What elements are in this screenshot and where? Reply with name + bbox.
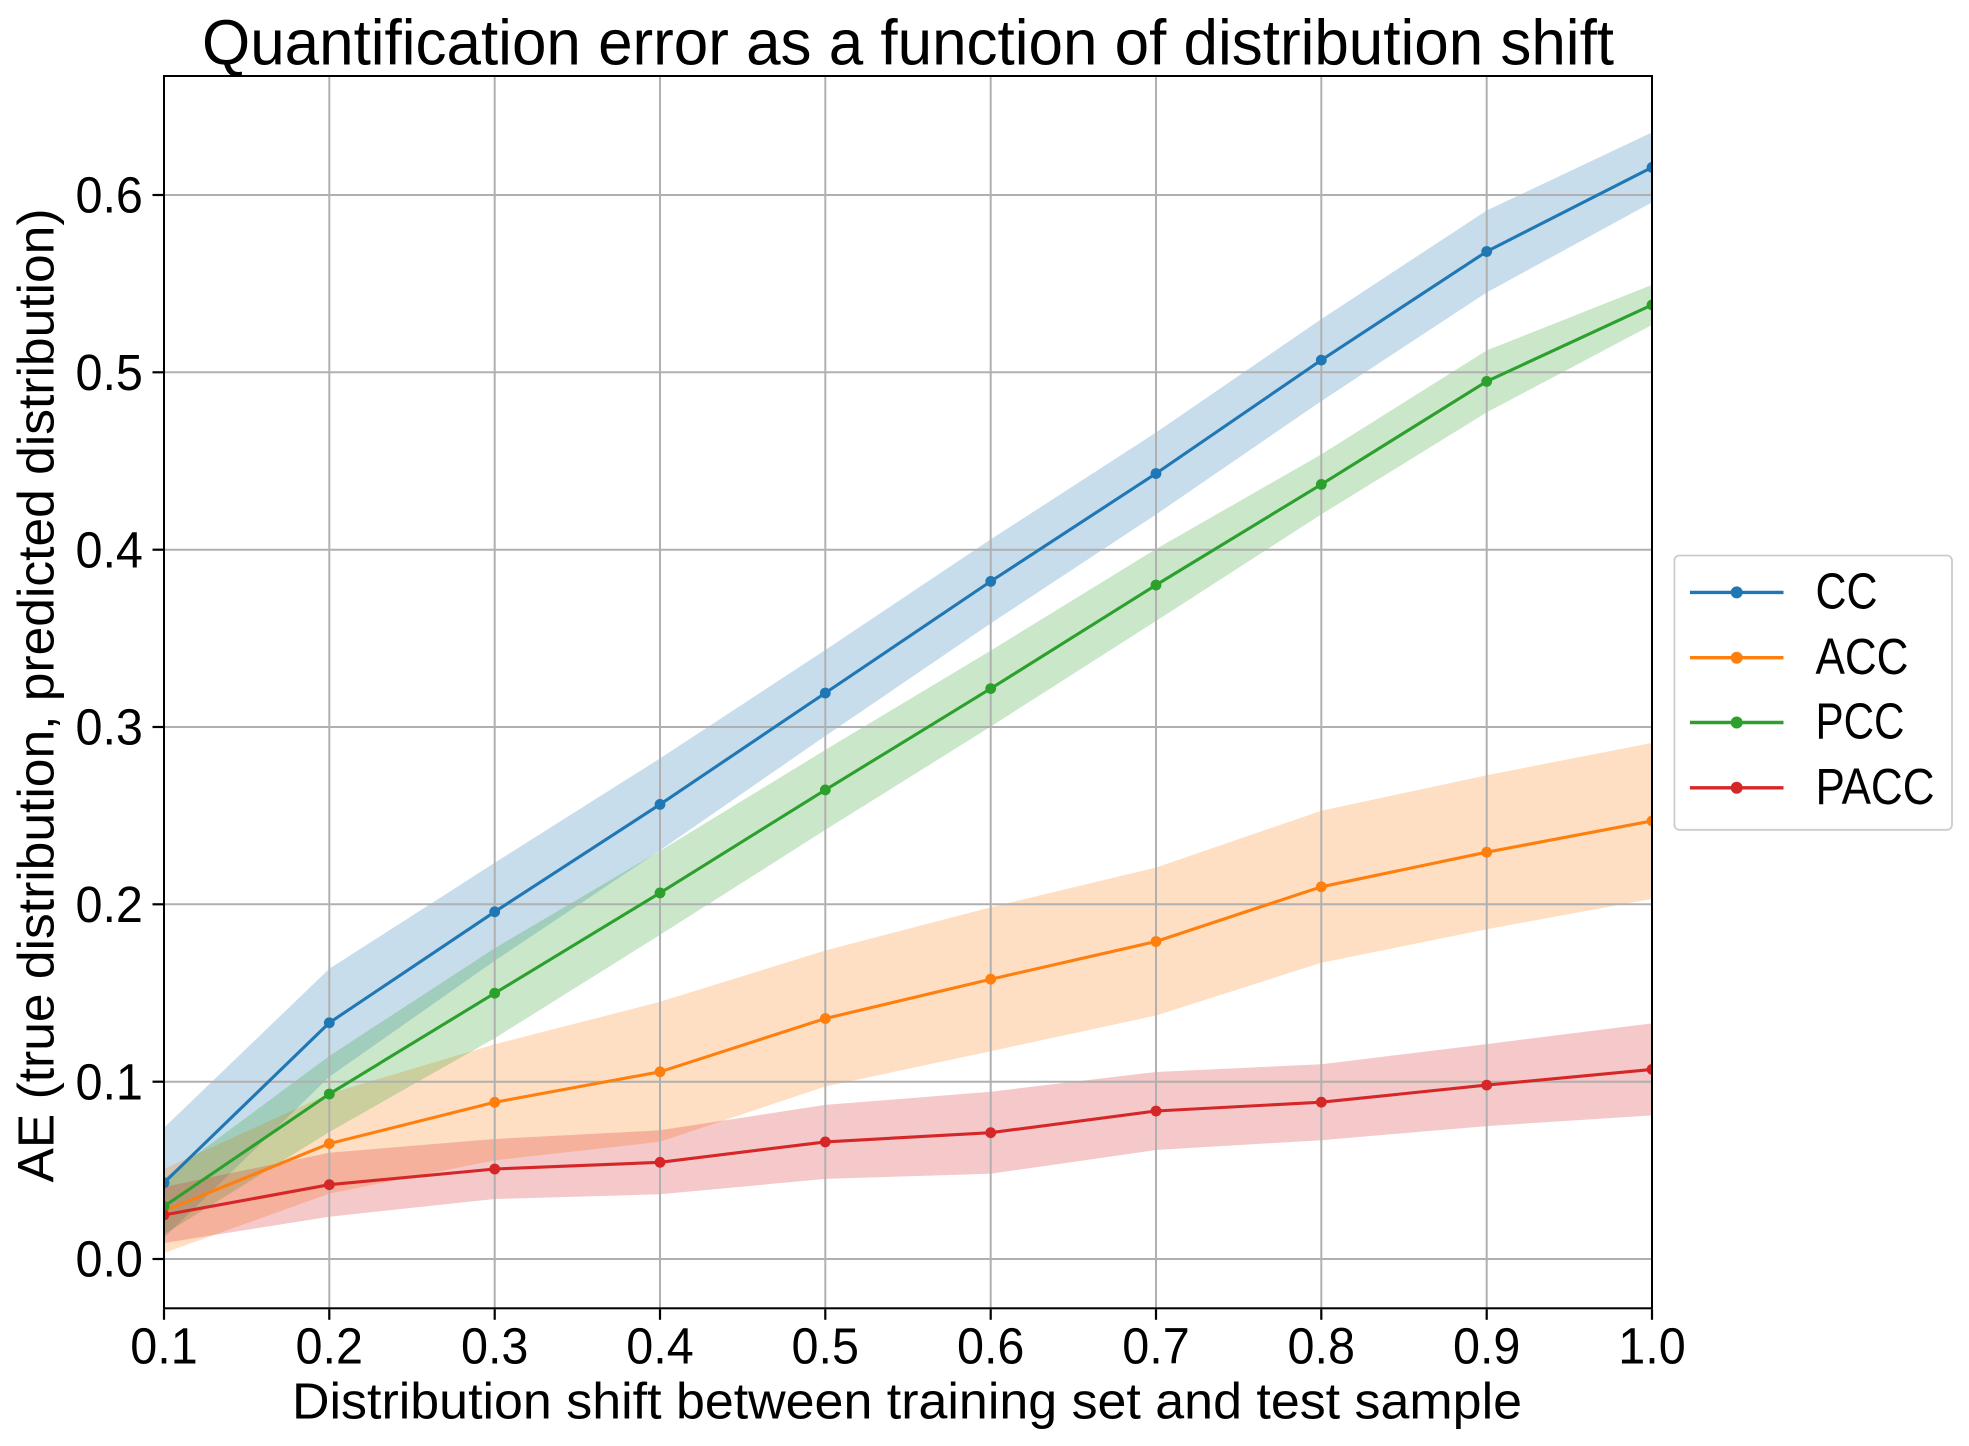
svg-text:0.3: 0.3 — [461, 1317, 529, 1374]
svg-text:0.4: 0.4 — [75, 521, 143, 578]
svg-text:0.1: 0.1 — [130, 1317, 198, 1374]
svg-text:0.6: 0.6 — [957, 1317, 1025, 1374]
svg-text:0.1: 0.1 — [75, 1053, 143, 1110]
svg-text:0.7: 0.7 — [1122, 1317, 1190, 1374]
svg-text:CC: CC — [1816, 563, 1878, 620]
svg-text:0.0: 0.0 — [75, 1231, 143, 1288]
svg-text:0.2: 0.2 — [75, 876, 143, 933]
svg-text:Quantification error as a func: Quantification error as a function of di… — [202, 7, 1614, 79]
svg-text:0.9: 0.9 — [1453, 1317, 1521, 1374]
svg-text:AE (true distribution, predict: AE (true distribution, predicted distrib… — [8, 209, 65, 1183]
svg-text:0.8: 0.8 — [1288, 1317, 1356, 1374]
svg-text:ACC: ACC — [1816, 628, 1909, 685]
svg-text:0.5: 0.5 — [75, 344, 143, 401]
svg-text:PCC: PCC — [1816, 693, 1905, 750]
svg-text:0.2: 0.2 — [296, 1317, 364, 1374]
svg-text:0.4: 0.4 — [626, 1317, 694, 1374]
svg-text:0.6: 0.6 — [75, 167, 143, 224]
svg-text:0.3: 0.3 — [75, 699, 143, 756]
svg-text:PACC: PACC — [1816, 758, 1935, 815]
svg-text:0.5: 0.5 — [792, 1317, 860, 1374]
svg-text:Distribution shift between tra: Distribution shift between training set … — [292, 1372, 1522, 1429]
svg-text:1.0: 1.0 — [1618, 1317, 1686, 1374]
